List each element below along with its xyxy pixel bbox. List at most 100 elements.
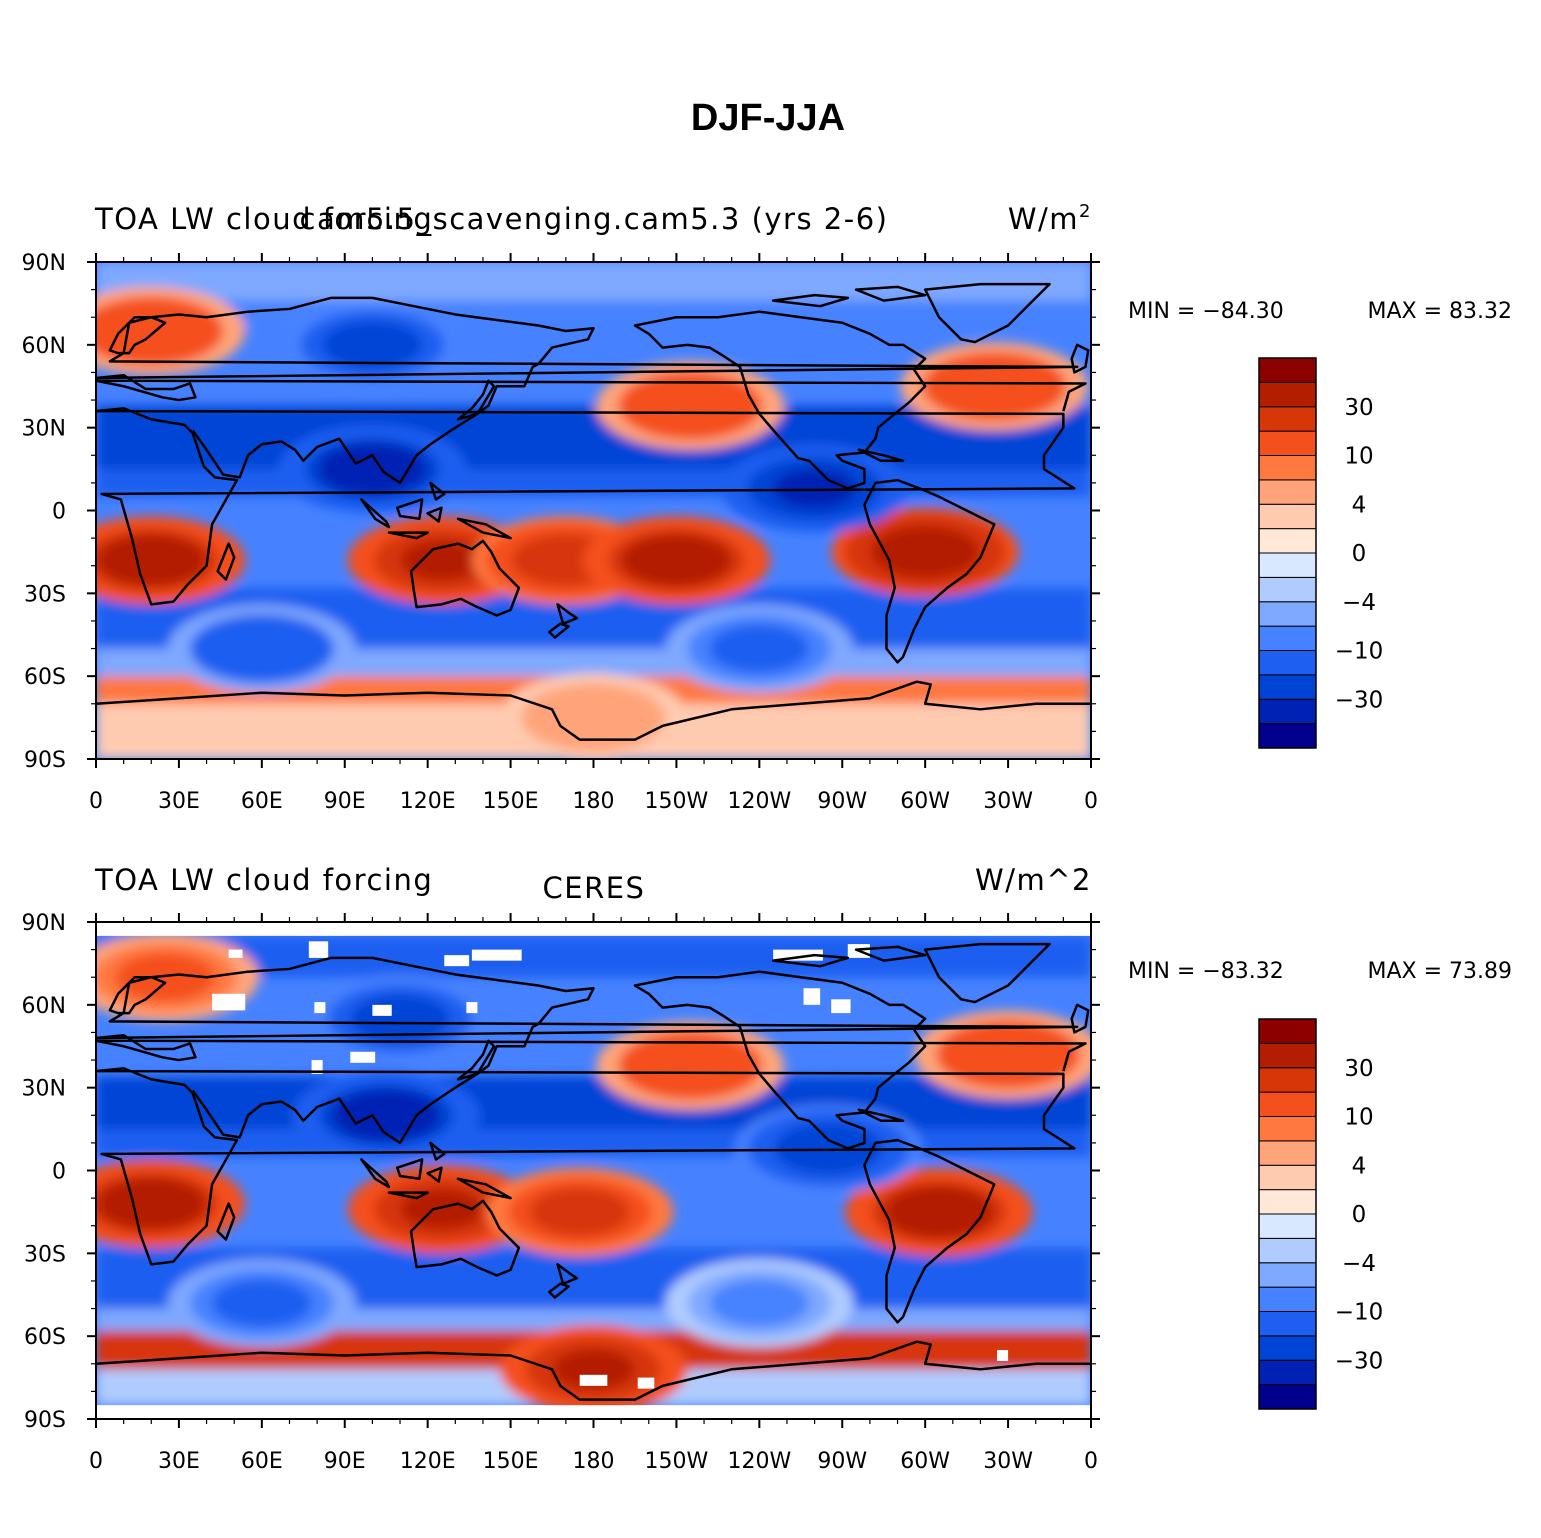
ceres-colorbar-box: [1258, 1311, 1317, 1337]
ceres-colorbar-box: [1258, 1359, 1317, 1386]
ceres-colorbar-box: [1258, 1018, 1317, 1044]
model-colorbar-box: [1258, 552, 1317, 578]
panel-model-min: MIN = −84.30: [1128, 299, 1284, 324]
model-x-tick-label: 60W: [900, 789, 950, 814]
ceres-x-tick-label: 0: [89, 1449, 103, 1474]
panel-model-units-label: W/m2: [1008, 201, 1092, 236]
map-ceres: [96, 922, 1091, 1419]
field-blob: [212, 624, 312, 673]
model-colorbar-label: 30: [1344, 395, 1373, 421]
ceres-x-tick-label: 30W: [983, 1449, 1033, 1474]
model-x-tick-label: 90E: [324, 789, 366, 814]
ceres-x-tick-label: 90W: [817, 1449, 867, 1474]
model-x-tick-label: 150W: [645, 789, 709, 814]
model-colorbar-box: [1258, 455, 1317, 481]
field-blob: [640, 1041, 740, 1090]
model-colorbar-box: [1258, 503, 1317, 530]
panel-ceres-max: MAX = 73.89: [1367, 959, 1512, 984]
ceres-colorbar-box: [1258, 1189, 1317, 1215]
model-colorbar-box: [1258, 528, 1317, 554]
axes-model: 0 30E 60E 90E 120E 150E 180 150W 120W 90W 60W 30W 09…: [22, 251, 1100, 814]
field-blob: [529, 1187, 630, 1236]
model-colorbar-frame: [1258, 357, 1317, 749]
field-blob: [110, 540, 193, 581]
model-y-tick-label: 30S: [24, 582, 66, 607]
model-colorbar-label: −10: [1335, 639, 1384, 665]
model-colorbar-box: [1258, 601, 1317, 627]
ceres-colorbar-label: −30: [1335, 1348, 1384, 1374]
panel-ceres-left-label: TOA LW cloud forcing: [94, 863, 433, 897]
model-colorbar-box: [1258, 576, 1317, 603]
model-colorbar-box: [1258, 625, 1317, 651]
ceres-x-tick-label: 180: [573, 1449, 615, 1474]
ceres-x-tick-label: 60W: [900, 1449, 950, 1474]
field-model: [96, 262, 1091, 759]
ceres-colorbar-box: [1258, 1213, 1317, 1239]
panel-ceres-min: MIN = −83.32: [1128, 959, 1284, 984]
field-blob: [115, 953, 215, 1002]
field-blob: [640, 381, 740, 430]
model-x-tick-label: 120W: [727, 789, 791, 814]
model-y-tick-label: 90S: [24, 748, 66, 773]
panel-model: TOA LW cloud forcing cam5.5_scavenging.c…: [22, 201, 1512, 814]
ceres-colorbar-label: −4: [1342, 1251, 1376, 1277]
field-blob: [787, 1128, 870, 1169]
model-y-tick-label: 30N: [22, 417, 66, 442]
panel-model-center-label: cam5.5_scavenging.cam5.3 (yrs 2-6): [300, 202, 889, 236]
field-blob: [110, 1183, 193, 1224]
ceres-x-tick-label: 0: [1084, 1449, 1098, 1474]
ceres-x-tick-label: 120E: [400, 1449, 456, 1474]
ceres-colorbar-box: [1258, 1335, 1317, 1361]
model-colorbar-label: 10: [1344, 444, 1373, 470]
model-colorbar-box: [1258, 723, 1317, 749]
model-colorbar-box: [1258, 406, 1317, 432]
ceres-colorbar-label: 4: [1352, 1153, 1367, 1179]
ceres-x-tick-label: 150W: [645, 1449, 709, 1474]
ceres-colorbar-box: [1258, 1237, 1317, 1264]
field-ceres: [96, 933, 1091, 1414]
ceres-colorbar-label: 0: [1352, 1202, 1367, 1228]
ceres-colorbar-box: [1258, 1164, 1317, 1191]
ceres-colorbar-box: [1258, 1262, 1317, 1288]
panel-ceres-units-main: W/m^2: [975, 863, 1092, 897]
map-model: [96, 262, 1091, 759]
axes-ceres: 0 30E 60E 90E 120E 150E 180 150W 120W 90W 60W 30W 09…: [22, 911, 1100, 1474]
ceres-colorbar-frame: [1258, 1018, 1317, 1410]
panel-model-units-sup: 2: [1079, 201, 1092, 222]
model-x-tick-label: 90W: [817, 789, 867, 814]
model-colorbar-box: [1258, 674, 1317, 700]
model-colorbar-label: 4: [1352, 492, 1367, 518]
ceres-y-tick-label: 30N: [22, 1077, 66, 1102]
model-colorbar-box: [1258, 430, 1317, 456]
ceres-y-tick-label: 60S: [24, 1325, 66, 1350]
main-title: DJF-JJA: [691, 97, 845, 139]
ceres-colorbar-label: 10: [1344, 1105, 1373, 1131]
ceres-x-tick-label: 60E: [241, 1449, 283, 1474]
field-blob: [773, 468, 856, 509]
field-blob: [212, 1279, 312, 1327]
field-band: [96, 1076, 1091, 1130]
ceres-x-tick-label: 90E: [324, 1449, 366, 1474]
field-blob: [543, 693, 644, 742]
model-colorbar-box: [1258, 381, 1317, 408]
field-band: [96, 262, 1091, 301]
ceres-colorbar-box: [1258, 1067, 1317, 1093]
ceres-colorbar-box: [1258, 1140, 1317, 1166]
model-y-tick-label: 60N: [22, 334, 66, 359]
model-x-tick-label: 0: [89, 789, 103, 814]
field-blob: [958, 1030, 1058, 1079]
model-colorbar-label: −4: [1342, 590, 1376, 616]
field-band: [96, 300, 1091, 329]
ceres-colorbar-box: [1258, 1042, 1317, 1069]
panel-model-max: MAX = 83.32: [1367, 299, 1512, 324]
ceres-colorbar-box: [1258, 1116, 1317, 1142]
ceres-y-tick-label: 90S: [24, 1408, 66, 1433]
field-blob: [635, 540, 718, 581]
model-colorbar-box: [1258, 698, 1317, 725]
ceres-colorbar-label: −10: [1335, 1300, 1384, 1326]
colorbar-model: −30 −10 −4 0 4 10 30: [1258, 357, 1384, 749]
field-blob: [400, 1189, 483, 1230]
panel-ceres-center-label: CERES: [543, 871, 646, 905]
ceres-colorbar-box: [1258, 1384, 1317, 1410]
